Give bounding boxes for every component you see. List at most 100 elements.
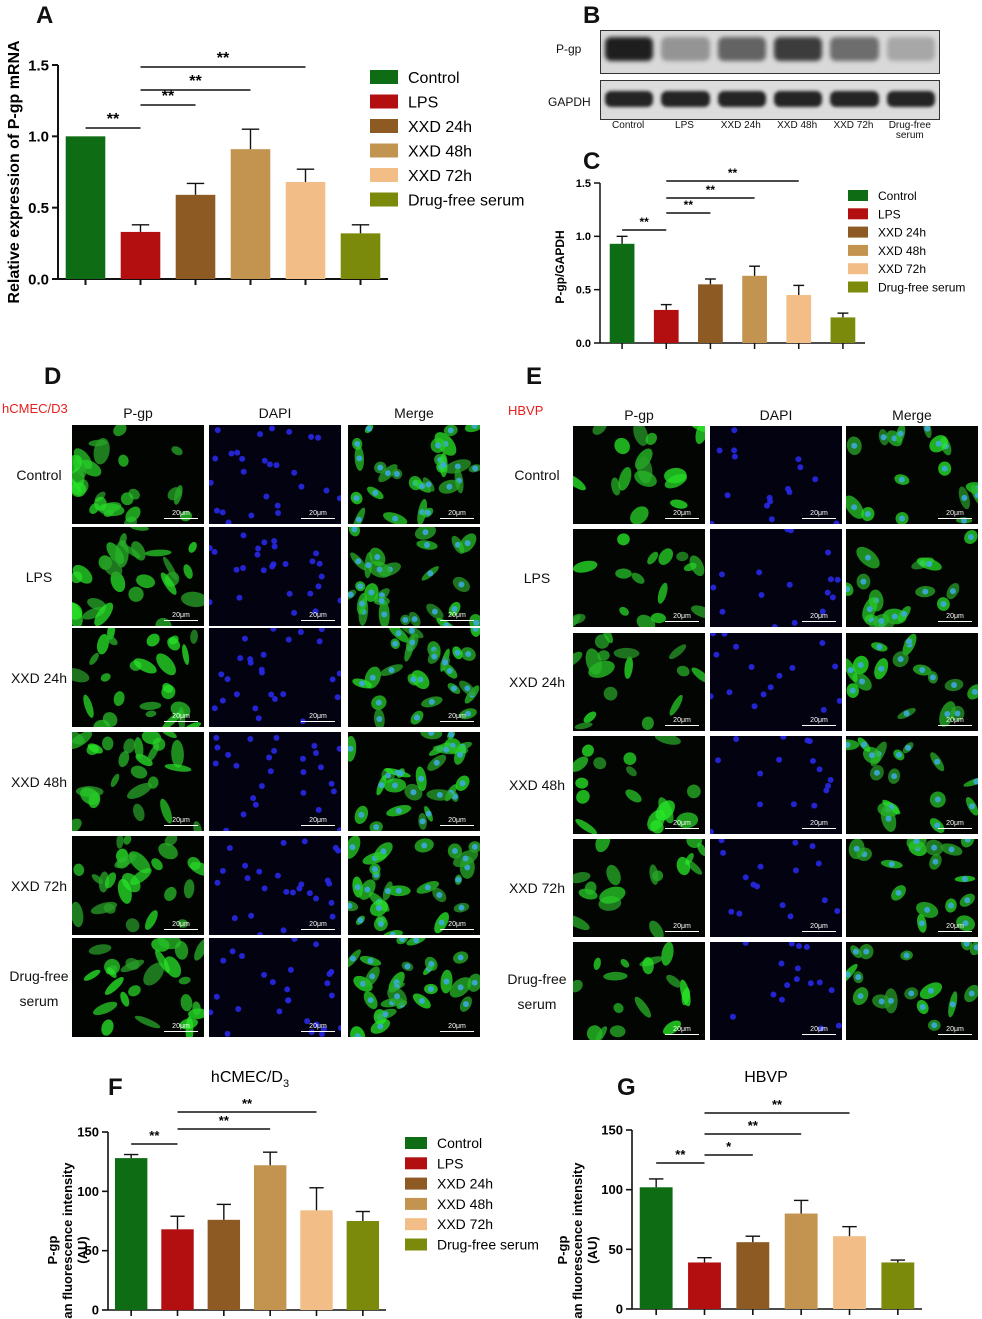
significance-label: ** xyxy=(684,198,694,212)
row-label: Drug-free serum xyxy=(4,964,74,1014)
y-tick-label: 1.0 xyxy=(28,129,49,146)
nucleus xyxy=(443,622,450,626)
nucleus xyxy=(431,608,438,615)
cell-body xyxy=(159,732,177,739)
significance-label: ** xyxy=(149,1128,160,1143)
panel-letter-a: A xyxy=(36,2,54,29)
nucleus xyxy=(214,744,221,751)
nucleus xyxy=(818,1025,825,1032)
cell-body xyxy=(134,737,144,759)
nucleus xyxy=(931,844,938,851)
blot-band-pgp xyxy=(661,37,710,61)
nucleus xyxy=(462,855,469,862)
nucleus xyxy=(316,560,323,567)
nucleus xyxy=(756,801,763,808)
nucleus xyxy=(392,640,399,647)
nucleus xyxy=(428,698,435,705)
nucleus xyxy=(846,586,851,593)
nucleus xyxy=(369,973,376,980)
cells xyxy=(710,633,842,713)
nucleus xyxy=(464,540,471,547)
cell-body xyxy=(615,568,632,579)
bar-xxd-48h xyxy=(230,149,271,279)
chart-a: 0.0 0.5 1.0 1.5 ** ** ** ** Control LPS XXD 24h XXD… xyxy=(6,40,524,304)
nucleus xyxy=(247,735,254,742)
blot-lane-labels: Control LPS XXD 24h XXD 48h XXD 72h Drug-free… xyxy=(600,121,938,145)
nucleus xyxy=(721,633,728,637)
legend-label: XXD 24h xyxy=(437,1176,493,1192)
cell-body xyxy=(593,957,601,970)
nucleus xyxy=(865,554,872,561)
nucleus xyxy=(471,979,478,986)
y-axis-label: (AU) xyxy=(75,1236,90,1263)
cell-body xyxy=(649,864,659,885)
cell-body xyxy=(118,750,130,768)
nucleus xyxy=(304,1018,311,1025)
nucleus xyxy=(410,789,417,796)
cell-body xyxy=(88,944,112,955)
nucleus xyxy=(218,671,225,678)
cell-body xyxy=(593,757,607,770)
row-label: XXD 24h xyxy=(4,670,74,686)
cells xyxy=(209,938,341,1037)
row-label-line: XXD 72h xyxy=(10,877,68,894)
nucleus xyxy=(301,838,308,845)
cell-body xyxy=(190,629,198,644)
nucleus xyxy=(334,694,341,701)
legend-label: LPS xyxy=(408,95,438,112)
nucleus xyxy=(471,843,478,850)
cell-body xyxy=(683,562,697,572)
nucleus xyxy=(229,948,236,955)
nucleus xyxy=(323,487,330,494)
blot-strip-gapdh xyxy=(600,80,940,120)
cell-body xyxy=(123,738,136,754)
significance-label: ** xyxy=(107,111,120,128)
cell-body xyxy=(669,644,687,660)
nucleus xyxy=(719,608,726,615)
nucleus xyxy=(397,770,404,777)
y-axis-label: P-gp/GAPDH xyxy=(553,230,567,303)
nucleus xyxy=(425,481,432,488)
cell-body xyxy=(94,496,107,511)
significance-label: * xyxy=(726,1139,732,1154)
nucleus xyxy=(828,987,835,994)
nucleus xyxy=(220,957,227,964)
blot-band-gapdh xyxy=(774,91,823,107)
nucleus xyxy=(455,876,462,883)
nucleus xyxy=(297,629,304,636)
nucleus xyxy=(307,590,314,597)
nucleus xyxy=(795,456,802,463)
nucleus xyxy=(860,578,867,585)
nucleus xyxy=(835,1022,842,1029)
nucleus xyxy=(376,716,383,723)
nucleus xyxy=(458,904,465,911)
nucleus xyxy=(395,630,402,637)
cell-body xyxy=(122,544,141,559)
nucleus xyxy=(329,913,336,920)
nucleus xyxy=(446,483,453,490)
y-tick-label: 100 xyxy=(77,1184,99,1199)
cell-body xyxy=(130,765,148,779)
cells xyxy=(211,628,341,725)
nucleus xyxy=(212,760,219,767)
scale-bar: 20μm xyxy=(802,612,836,622)
nucleus xyxy=(436,891,443,898)
nucleus xyxy=(209,479,214,486)
nucleus xyxy=(372,489,379,496)
column-header-dapi: DAPI xyxy=(258,405,292,421)
nucleus xyxy=(962,920,969,927)
legend-label: LPS xyxy=(878,207,901,221)
blot-band-pgp xyxy=(605,37,654,61)
nucleus xyxy=(851,504,858,511)
nucleus xyxy=(234,449,241,456)
micrograph-dapi: 20μm xyxy=(209,425,341,524)
nucleus xyxy=(359,980,366,987)
cell-body xyxy=(599,886,626,904)
nucleus xyxy=(787,913,794,920)
scale-bar: 20μm xyxy=(938,1025,972,1035)
nucleus xyxy=(224,1030,231,1037)
nucleus xyxy=(885,815,892,822)
cells xyxy=(348,938,480,1037)
nucleus xyxy=(947,902,954,909)
bar-control xyxy=(639,1187,673,1309)
